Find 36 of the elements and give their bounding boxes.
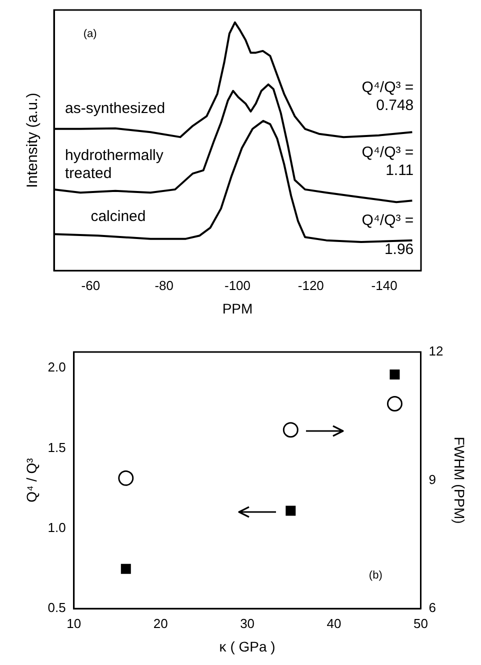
- x-tick-label: 30: [240, 616, 255, 631]
- y2-tick-label: 9: [428, 472, 436, 487]
- x-tick-label: 10: [66, 616, 82, 631]
- x-tick-label: 50: [414, 616, 428, 631]
- series-label: as-synthesized: [65, 100, 166, 117]
- x-tick-label: -80: [154, 278, 174, 293]
- series-label: calcined: [90, 208, 146, 225]
- point: [390, 369, 400, 380]
- y-axis-title: Intensity (a.u.): [24, 92, 42, 188]
- point: [118, 470, 134, 486]
- x-tick-label: 40: [326, 616, 342, 631]
- annotation: Q⁴/Q³ = 0.748: [362, 79, 414, 114]
- y-axis-title: Q⁴ / Q³: [23, 458, 40, 502]
- point: [386, 396, 402, 412]
- annotation: (a): [83, 28, 97, 40]
- annotation: (b): [368, 569, 382, 582]
- y-tick-label: 1.5: [48, 440, 66, 455]
- series-label: hydrothermally treated: [65, 146, 164, 182]
- x-tick-label: -60: [81, 278, 100, 293]
- x-axis-title: κ ( GPa ): [219, 638, 276, 654]
- x-tick-label: -120: [298, 278, 324, 293]
- x-axis-title: PPM: [222, 300, 253, 316]
- point: [286, 506, 296, 516]
- y2-tick-label: 12: [428, 344, 444, 359]
- annotation: Q⁴/Q³ = 1.96: [362, 212, 414, 258]
- x-tick-label: -100: [224, 278, 251, 293]
- y-tick-label: 0.5: [48, 600, 66, 616]
- y-tick-label: 1.0: [48, 520, 66, 535]
- y2-tick-label: 6: [428, 600, 436, 616]
- x-tick-label: 20: [153, 616, 168, 631]
- annotation: Q⁴/Q³ = 1.11: [362, 144, 414, 180]
- y-tick-label: 2.0: [48, 360, 66, 375]
- point: [282, 422, 298, 438]
- x-tick-label: -140: [371, 278, 398, 293]
- point: [120, 564, 131, 574]
- y2-axis-title: FWHM (PPM): [452, 436, 468, 524]
